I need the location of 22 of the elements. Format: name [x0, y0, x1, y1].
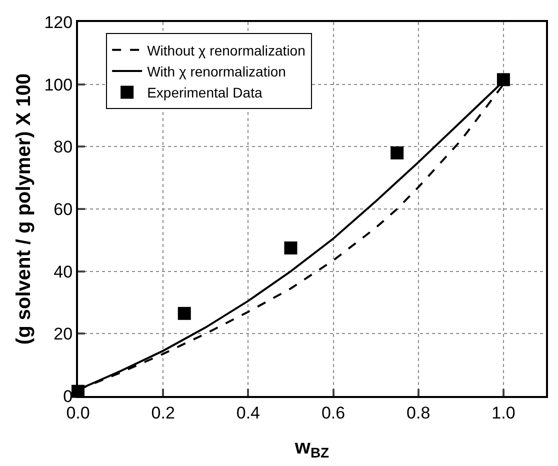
point [284, 241, 298, 254]
y-axis-title: (g solvent / g polymer) X 100 [13, 73, 36, 345]
x-tick-label: 0.8 [406, 403, 430, 422]
point [390, 146, 404, 160]
y-tick-label: 20 [54, 324, 73, 344]
x-tick-label: 0.2 [151, 403, 175, 422]
legend-label: Experimental Data [147, 84, 262, 101]
legend-label: With χ renormalization [147, 63, 286, 80]
point [496, 73, 510, 86]
y-tick-label: 100 [44, 75, 73, 94]
x-tick-label: 0.0 [66, 403, 90, 422]
y-tick-label: 120 [44, 12, 73, 32]
x-axis-title: w$_{BZ}$ [294, 436, 330, 461]
x-tick-label: 0.4 [236, 403, 260, 422]
y-tick-label: 0 [63, 386, 73, 406]
legend-label: Without χ renormalization [147, 42, 306, 58]
x-tick-label: 1.0 [492, 403, 516, 422]
y-tick-label: 60 [54, 200, 73, 219]
y-tick-label: 80 [54, 138, 73, 157]
point [178, 306, 191, 320]
y-tick-label: 40 [54, 262, 73, 282]
x-tick-label: 0.6 [321, 403, 346, 422]
